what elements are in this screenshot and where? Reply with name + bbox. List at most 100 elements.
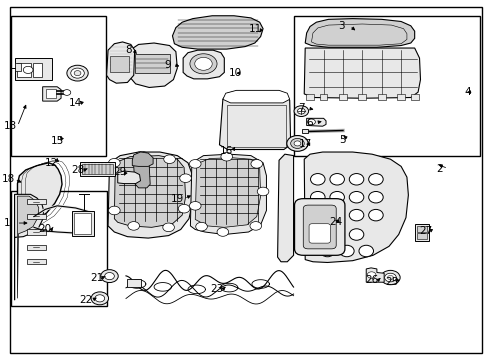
Circle shape [221,152,232,161]
Polygon shape [306,118,325,126]
Circle shape [249,222,261,230]
Ellipse shape [310,210,325,221]
Ellipse shape [329,192,344,203]
Text: 12: 12 [45,158,58,168]
Circle shape [380,270,399,285]
Polygon shape [190,154,266,234]
Polygon shape [108,152,192,238]
Bar [33,63,41,77]
Circle shape [67,65,88,81]
Polygon shape [118,171,140,184]
Bar [134,54,169,73]
Ellipse shape [320,245,334,257]
Polygon shape [132,152,153,166]
Bar [319,94,327,100]
Circle shape [163,155,175,163]
Bar [15,63,21,71]
Polygon shape [106,42,134,83]
Circle shape [290,138,304,148]
Bar [27,214,45,219]
Text: 5: 5 [339,135,346,145]
Ellipse shape [348,210,363,221]
Text: 19: 19 [170,194,183,204]
Circle shape [23,66,33,73]
Bar [377,94,385,100]
FancyBboxPatch shape [294,199,344,255]
FancyBboxPatch shape [308,224,330,243]
Circle shape [63,90,71,95]
Bar [27,245,45,250]
Text: 17: 17 [298,139,311,149]
Bar [74,213,91,234]
Circle shape [293,106,308,117]
Text: 6: 6 [306,118,313,128]
Text: 22: 22 [80,295,93,305]
Circle shape [189,54,217,74]
Circle shape [101,270,118,283]
Text: 24: 24 [329,217,342,227]
Circle shape [71,68,84,78]
FancyBboxPatch shape [303,205,336,249]
Bar [27,199,45,204]
Polygon shape [277,154,293,262]
Polygon shape [305,19,414,47]
Text: 4: 4 [464,87,470,97]
Circle shape [217,228,228,236]
Text: 18: 18 [1,174,15,184]
Text: 9: 9 [164,59,171,69]
Polygon shape [172,16,263,49]
Bar [127,279,141,287]
Ellipse shape [348,192,363,203]
Ellipse shape [368,192,383,203]
Text: 21: 21 [90,273,103,283]
Polygon shape [304,152,407,262]
Text: 26: 26 [365,275,378,285]
Text: 3: 3 [337,21,344,31]
Polygon shape [195,158,260,227]
Bar [396,94,404,100]
Circle shape [128,222,139,230]
Ellipse shape [368,174,383,185]
Bar [358,94,366,100]
Circle shape [180,174,191,183]
Polygon shape [42,87,61,101]
Text: 11: 11 [249,24,262,35]
Polygon shape [223,90,289,103]
Polygon shape [366,268,384,282]
Ellipse shape [310,174,325,185]
Bar [11,191,106,306]
Bar [27,259,45,264]
Circle shape [189,202,201,210]
Text: 23: 23 [210,284,223,294]
Circle shape [297,108,305,114]
Polygon shape [133,163,150,188]
Ellipse shape [329,229,344,240]
Text: 7: 7 [298,103,305,113]
Polygon shape [129,43,177,87]
Circle shape [104,273,114,280]
Ellipse shape [310,192,325,203]
Circle shape [91,292,108,305]
Bar [293,16,479,156]
Text: 13: 13 [4,121,17,131]
Circle shape [189,159,201,168]
Bar [15,58,52,80]
Circle shape [366,272,375,278]
Polygon shape [304,48,420,98]
Bar [305,94,313,100]
Polygon shape [183,50,224,79]
Bar [11,16,105,156]
Ellipse shape [348,229,363,240]
Bar [81,162,115,176]
Bar [416,233,427,239]
Polygon shape [114,156,185,227]
Circle shape [163,223,174,231]
Ellipse shape [339,245,353,257]
Circle shape [384,273,395,282]
Ellipse shape [329,210,344,221]
Circle shape [74,71,81,76]
Ellipse shape [358,245,373,257]
Text: 10: 10 [228,68,242,78]
Bar [27,229,45,234]
Circle shape [286,135,307,151]
